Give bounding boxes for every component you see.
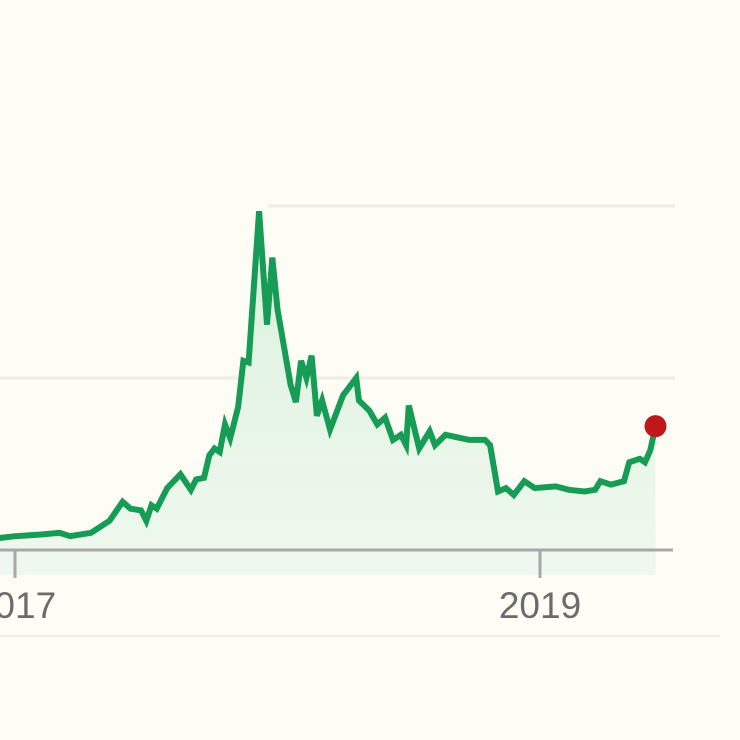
data-point [567,488,571,492]
data-point [150,503,154,507]
data-point [213,447,217,451]
x-tick-label: 2017 [0,585,56,626]
data-point [207,453,211,457]
data-point [459,436,463,440]
data-point [467,438,471,442]
data-point [129,507,133,511]
data-point [236,405,240,409]
data-point [265,323,269,327]
data-point [433,443,437,447]
data-point [367,409,371,413]
data-point [383,416,387,420]
data-point [598,479,602,483]
data-point [247,361,251,365]
data-point [654,424,658,428]
data-point [97,526,101,530]
data-point [648,448,652,452]
data-point [428,429,432,433]
data-point [328,428,332,432]
data-point [483,438,487,442]
data-point [554,484,558,488]
data-point [304,376,308,380]
data-point [139,508,143,512]
data-point [108,519,112,523]
data-point [404,443,408,447]
data-point [202,476,206,480]
data-point [58,531,62,535]
data-point [341,393,345,397]
data-point [583,490,587,494]
data-point [89,531,93,535]
data-point [144,519,148,523]
data-point [310,354,314,358]
data-point [39,533,43,537]
data-point [68,534,72,538]
data-point [533,486,537,490]
data-point [228,436,232,440]
data-point [257,209,261,213]
data-point [496,490,500,494]
data-point [241,359,245,363]
x-tick-label: 2019 [499,585,581,626]
data-point [444,433,448,437]
data-point [609,483,613,487]
data-point [638,457,642,461]
data-point [593,488,597,492]
data-point [504,486,508,490]
data-point [399,433,403,437]
data-point [155,507,159,511]
data-point [13,534,17,538]
data-point [391,438,395,442]
data-point [270,256,274,260]
data-point [512,493,516,497]
data-point [627,460,631,464]
data-point [354,376,358,380]
data-point [299,359,303,363]
data-point [488,443,492,447]
data-point [522,479,526,483]
series-line [0,210,659,541]
data-point [194,477,198,481]
data-point [189,488,193,492]
data-point [178,472,182,476]
data-point [165,486,169,490]
data-point [223,422,227,426]
data-point [315,414,319,418]
data-point [622,479,626,483]
data-point [417,447,421,451]
data-point [643,460,647,464]
data-point [218,450,222,454]
data-point [294,400,298,404]
area-fill [0,211,656,575]
data-point [276,307,280,311]
data-point [121,500,125,504]
data-point [407,404,411,408]
data-point [320,398,324,402]
last-point-marker[interactable] [644,415,667,438]
data-point [357,398,361,402]
data-point [375,422,379,426]
data-point [289,383,293,387]
